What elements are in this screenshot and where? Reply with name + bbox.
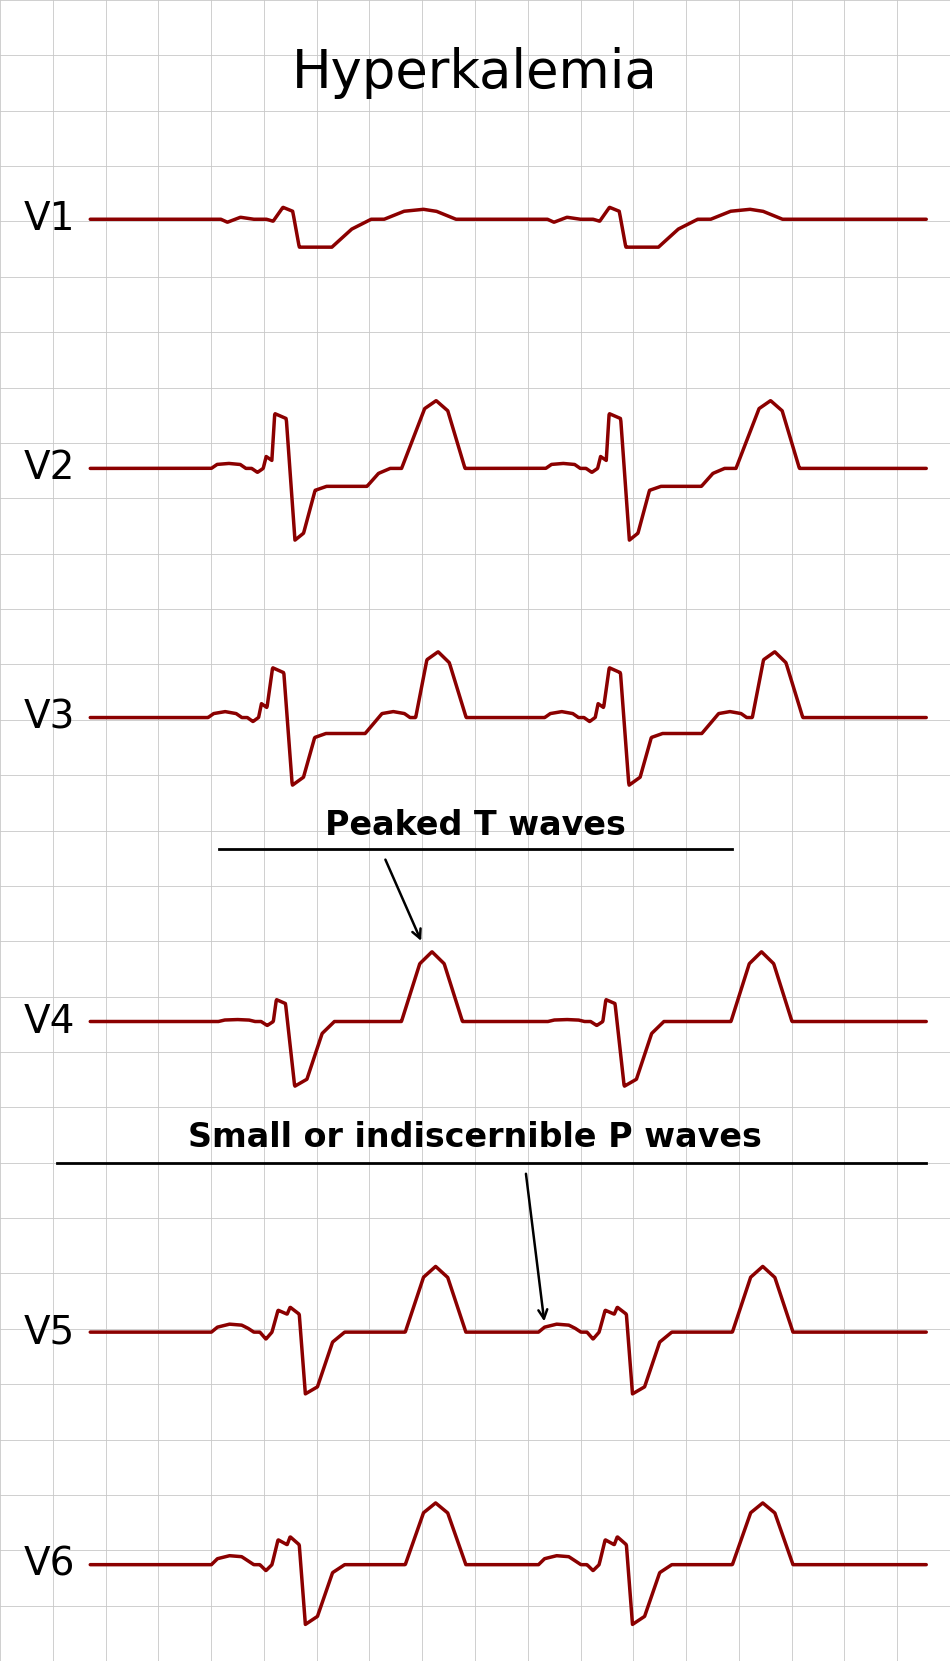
Text: V1: V1	[24, 201, 75, 238]
Text: Small or indiscernible P waves: Small or indiscernible P waves	[188, 1121, 762, 1154]
Text: V2: V2	[24, 450, 75, 487]
Text: V4: V4	[24, 1003, 75, 1040]
Text: Hyperkalemia: Hyperkalemia	[293, 47, 657, 98]
Text: Peaked T waves: Peaked T waves	[325, 809, 625, 842]
Text: V3: V3	[24, 699, 75, 736]
Text: V6: V6	[24, 1546, 75, 1583]
Text: V5: V5	[24, 1314, 75, 1350]
